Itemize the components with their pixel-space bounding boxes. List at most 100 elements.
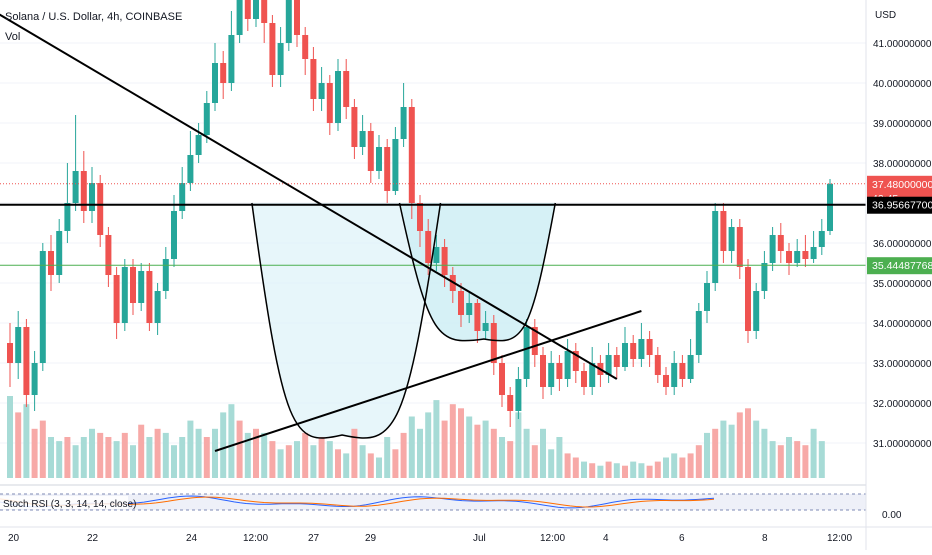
candle-body [23,327,30,395]
time-tick-label: 29 [365,533,377,544]
volume-label[interactable]: Vol [5,31,20,43]
volume-bar [7,396,13,478]
time-tick-label: Jul [473,533,486,544]
volume-bar [728,424,735,478]
volume-bar [712,428,719,478]
candle-body [236,0,243,35]
candle-body [786,251,792,263]
stoch-rsi-label[interactable]: Stoch RSI (3, 3, 14, 14, close) [3,499,136,510]
volume-bar [228,404,235,478]
volume-bar [531,445,538,478]
price-tick-label: 34.00000000 [873,319,932,330]
candle-body [351,107,358,147]
candle-body [72,171,79,203]
volume-bar [72,445,79,478]
candle-body [97,183,104,235]
volume-bar [392,449,399,478]
volume-bar [130,445,136,478]
candle-body [203,103,210,135]
upper-trendline[interactable] [0,11,618,380]
volume-bar [195,428,202,478]
candle-body [244,0,251,19]
time-tick-label: 12:00 [540,533,565,544]
volume-bar [523,428,530,478]
candle-body [745,267,751,331]
time-tick-label: 12:00 [827,533,852,544]
candle-body [613,355,620,367]
volume-bar [113,441,120,478]
volume-bar [671,453,678,478]
candle-body [548,363,555,387]
volume-bar [335,449,341,478]
candle-body [56,231,63,275]
volume-bar [646,465,653,478]
candle-body [277,43,284,75]
candle-body [269,23,276,75]
cup-small-curve[interactable] [398,202,557,342]
price-tags: 37.48000000 42:45 36.95667700 35.4448776… [867,175,932,275]
candle-body [179,183,186,211]
time-tick-label: 27 [308,533,320,544]
volume-bar [162,432,169,478]
volume-bar [449,404,456,478]
symbol-title[interactable]: Solana / U.S. Dollar, 4h, COINBASE [5,11,182,23]
volume-bar [277,449,284,478]
candle-body [753,291,760,331]
volume-bar [540,428,546,478]
volume-bar [745,408,751,478]
price-tick-label: 39.00000000 [873,119,932,130]
volume-bar [376,457,382,478]
resistance-price-tag [867,196,932,214]
candle-body [89,183,95,211]
candle-body [425,231,432,263]
stoch-band [0,494,866,510]
volume-bar [48,437,54,478]
stoch-tick-label: 0.00 [882,510,902,521]
price-tick-label: 40.00000000 [873,79,932,90]
volume-bar [810,428,817,478]
volume-bar [786,437,792,478]
volume-bar [285,445,292,478]
candle-body [359,131,366,147]
volume-bar [56,441,63,478]
volume-bar [39,420,46,478]
volume-bar [97,432,104,478]
candle-body [802,251,809,259]
lower-trendline[interactable] [214,310,642,452]
volume-bar [31,428,38,478]
candle-body [515,379,522,411]
time-axis[interactable]: 20 22 24 12:00 27 29 Jul 12:00 4 6 8 12:00 [8,533,852,544]
candle-body [466,303,473,315]
volume-bar [654,461,661,478]
volume-bar [548,449,555,478]
volume-bar [687,453,694,478]
volume-bar [203,437,210,478]
volume-bar [351,428,358,478]
volume-bar [417,428,423,478]
candle-body [310,59,317,99]
volume-bar [802,445,809,478]
volume-bar [220,412,227,478]
candle-body [367,131,374,171]
time-tick-label: 6 [679,533,685,544]
volume-bar [482,420,489,478]
time-tick-label: 22 [87,533,99,544]
candle-body [343,71,350,107]
candle-body [728,227,735,251]
candle-body [392,139,399,191]
volume-bar [638,463,645,478]
candle-body [540,355,546,387]
candle-body [679,363,686,379]
volume-bar [253,428,259,478]
candle-body [105,235,112,275]
candle-body [408,107,415,203]
candle-body [761,263,768,291]
candle-body [138,271,145,303]
candle-body [121,267,128,323]
candle-body [294,0,300,35]
volume-bar [138,424,145,478]
volume-bar [490,428,497,478]
cup-large-curve[interactable] [251,202,442,439]
